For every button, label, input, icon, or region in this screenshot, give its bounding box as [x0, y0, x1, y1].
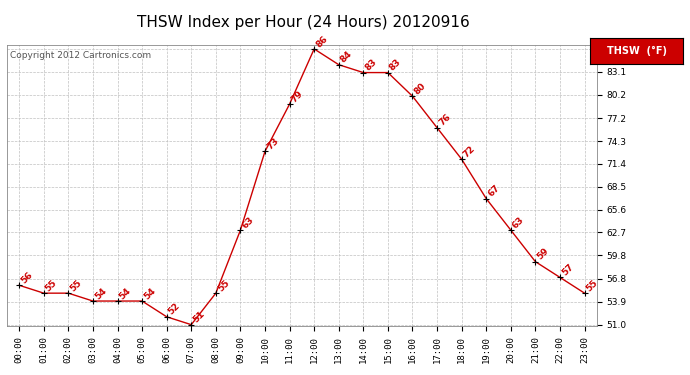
Text: 73: 73 [265, 136, 280, 152]
Text: 51: 51 [191, 309, 206, 325]
Text: 79: 79 [290, 89, 305, 104]
Text: 76: 76 [437, 112, 453, 128]
Text: 56: 56 [19, 270, 34, 285]
Text: 63: 63 [511, 215, 526, 230]
Text: 54: 54 [117, 286, 132, 301]
Text: 54: 54 [142, 286, 157, 301]
Text: 72: 72 [462, 144, 477, 159]
Text: THSW  (°F): THSW (°F) [607, 46, 667, 56]
Text: 84: 84 [339, 50, 354, 65]
Text: 63: 63 [240, 215, 255, 230]
Text: 59: 59 [535, 246, 551, 262]
Text: 83: 83 [388, 57, 403, 73]
Text: 86: 86 [314, 34, 329, 49]
Text: 55: 55 [43, 278, 59, 293]
Text: 67: 67 [486, 183, 502, 199]
Text: 52: 52 [167, 302, 182, 317]
Text: THSW Index per Hour (24 Hours) 20120916: THSW Index per Hour (24 Hours) 20120916 [137, 15, 470, 30]
Text: 54: 54 [93, 286, 108, 301]
Text: 57: 57 [560, 262, 575, 278]
Text: 55: 55 [584, 278, 600, 293]
Text: 80: 80 [413, 81, 428, 96]
Text: 55: 55 [216, 278, 231, 293]
Text: Copyright 2012 Cartronics.com: Copyright 2012 Cartronics.com [10, 51, 151, 60]
Text: 55: 55 [68, 278, 83, 293]
Text: 83: 83 [364, 57, 379, 73]
